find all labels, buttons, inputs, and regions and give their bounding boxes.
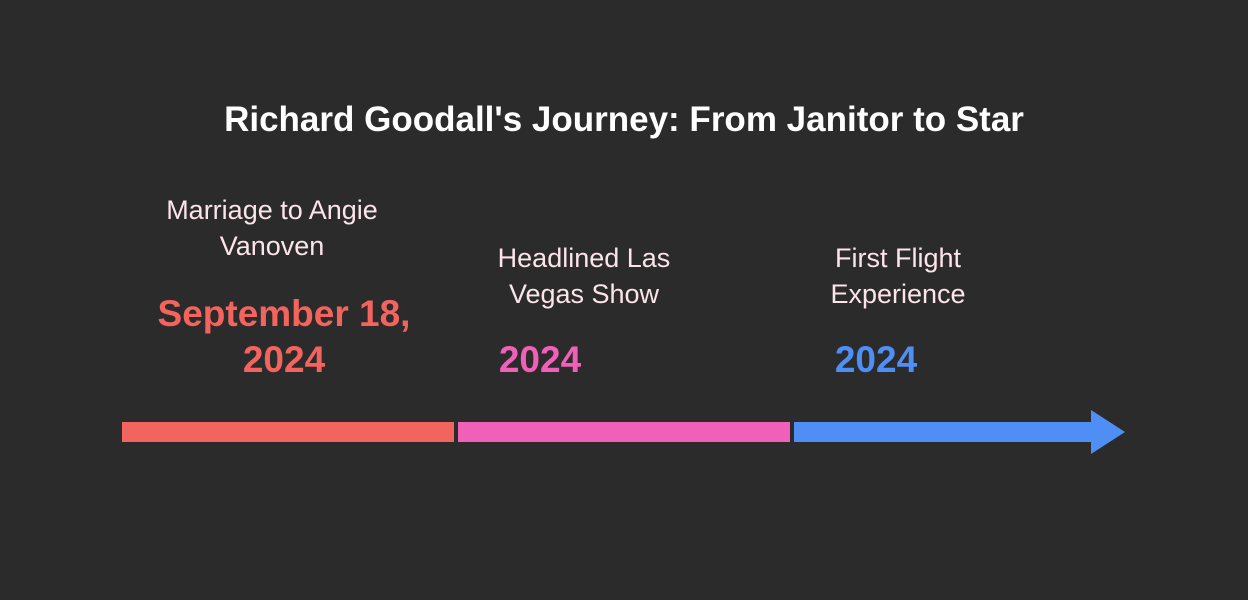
event-date-marriage: September 18, 2024 bbox=[157, 293, 411, 380]
event-date-first-flight: 2024 bbox=[834, 339, 918, 380]
event-label-las-vegas: Headlined Las Vegas Show bbox=[497, 243, 671, 309]
timeline-segment-marriage bbox=[122, 422, 454, 442]
event-date-las-vegas: 2024 bbox=[498, 339, 582, 380]
event-label-marriage: Marriage to Angie Vanoven bbox=[166, 195, 378, 261]
timeline-segment-las-vegas bbox=[458, 422, 790, 442]
timeline-segment-first-flight bbox=[794, 422, 1094, 442]
timeline-arrow-icon bbox=[1091, 410, 1125, 454]
event-label-first-flight: First Flight Experience bbox=[830, 243, 966, 309]
timeline-title: Richard Goodall's Journey: From Janitor … bbox=[224, 100, 1024, 139]
